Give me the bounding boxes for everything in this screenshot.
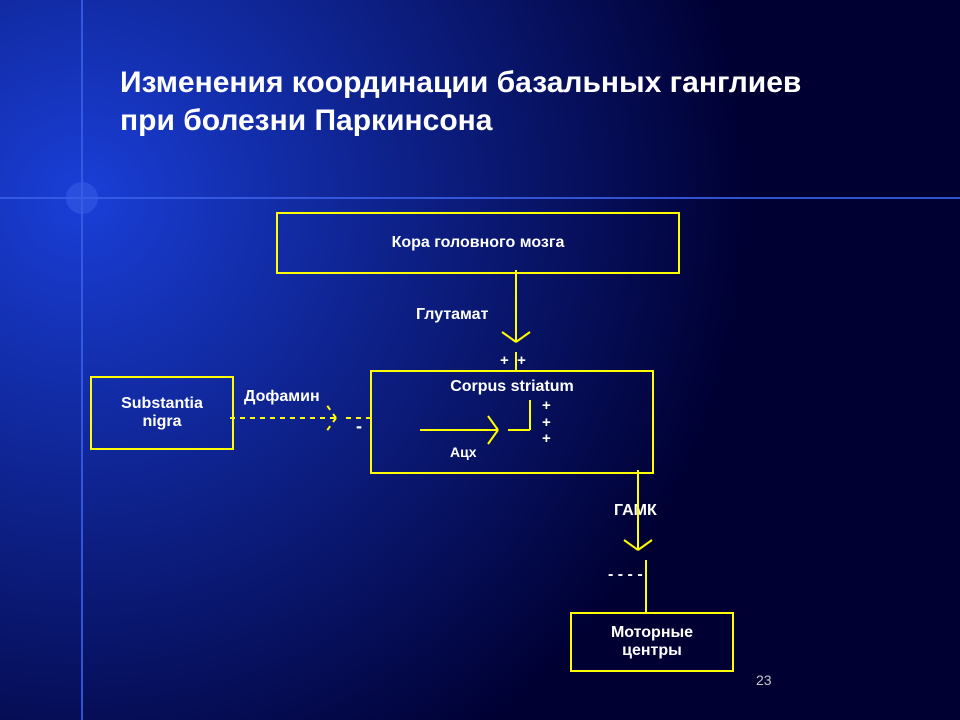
edges-layer bbox=[0, 0, 960, 720]
page-number: 23 bbox=[756, 672, 772, 688]
